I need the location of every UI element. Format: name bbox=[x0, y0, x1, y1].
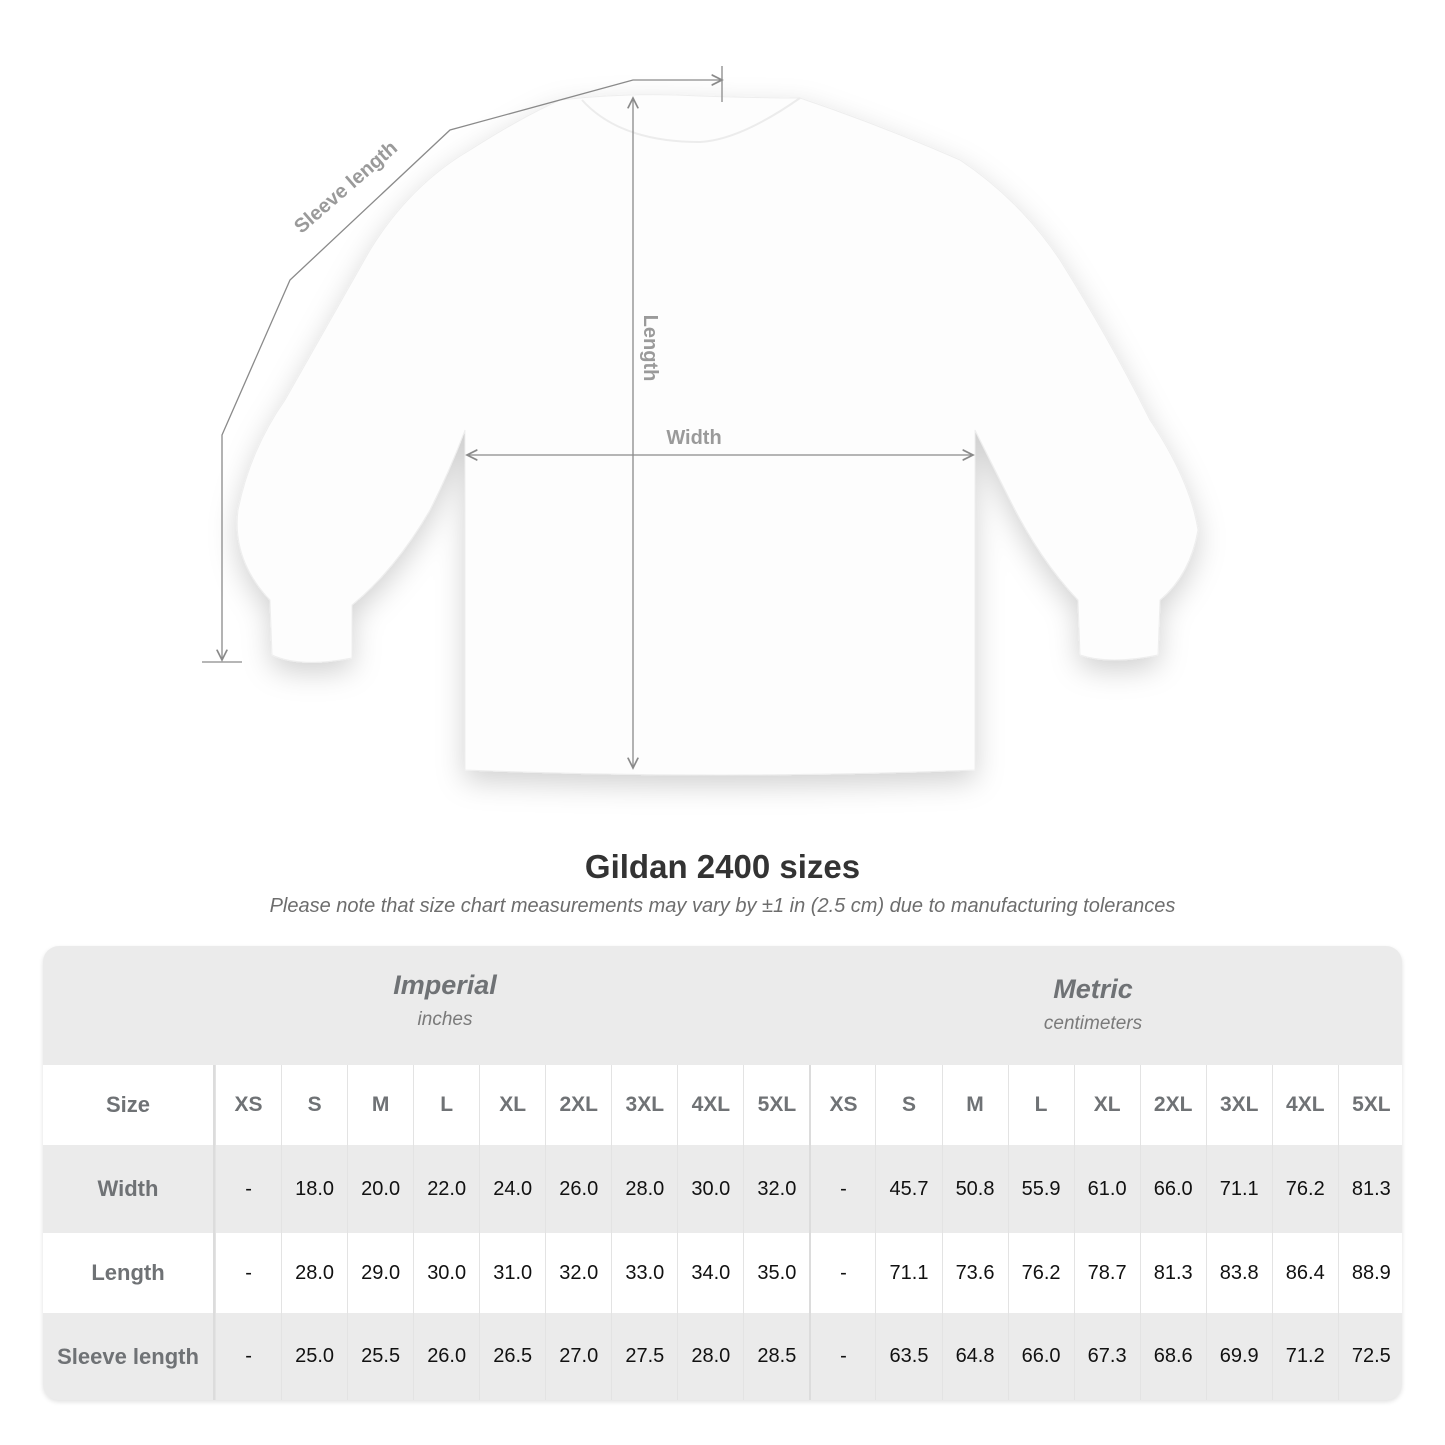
width-label: Width bbox=[666, 427, 721, 449]
imperial-value-cell: 30.0 bbox=[677, 1145, 744, 1233]
metric-size-header: S bbox=[875, 1065, 942, 1145]
imperial-value-cell: 28.0 bbox=[281, 1233, 348, 1313]
metric-value-cell: 83.8 bbox=[1205, 1233, 1272, 1313]
imperial-value-cell: 18.0 bbox=[281, 1145, 348, 1233]
imperial-value-cell: 25.5 bbox=[347, 1313, 414, 1400]
imperial-value-cell: 33.0 bbox=[611, 1233, 678, 1313]
metric-value-cell: 61.0 bbox=[1073, 1145, 1140, 1233]
imperial-value-cell: 28.5 bbox=[743, 1313, 810, 1400]
imperial-unit: inches bbox=[417, 1009, 473, 1030]
imperial-value-cell: 26.0 bbox=[545, 1145, 612, 1233]
metric-value-cell: 78.7 bbox=[1073, 1233, 1140, 1313]
metric-size-header: 4XL bbox=[1271, 1065, 1338, 1145]
metric-value-cell: - bbox=[809, 1233, 876, 1313]
metric-value-cell: 76.2 bbox=[1271, 1145, 1338, 1233]
imperial-value-cell: 30.0 bbox=[413, 1233, 480, 1313]
metric-value-cell: 71.2 bbox=[1271, 1313, 1338, 1400]
imperial-size-header: M bbox=[347, 1065, 414, 1145]
length-label: Length bbox=[639, 315, 661, 382]
metric-value-cell: 69.9 bbox=[1205, 1313, 1272, 1400]
metric-value-cell: 64.8 bbox=[941, 1313, 1008, 1400]
metric-value-cell: 55.9 bbox=[1007, 1145, 1074, 1233]
imperial-size-header: XS bbox=[215, 1065, 282, 1145]
size-grid: Size XS S M L XL 2XL 3XL 4XL 5XL XS S M L XL 2XL 3XL 4XL 5… bbox=[43, 1065, 1402, 1400]
imperial-value-cell: 20.0 bbox=[347, 1145, 414, 1233]
sleeve-length-measure-line bbox=[202, 66, 722, 663]
imperial-value-cell: 27.5 bbox=[611, 1313, 678, 1400]
imperial-value-cell: 26.0 bbox=[413, 1313, 480, 1400]
imperial-value-cell: 27.0 bbox=[545, 1313, 612, 1400]
imperial-size-header: XL bbox=[479, 1065, 546, 1145]
imperial-size-header: S bbox=[281, 1065, 348, 1145]
metric-unit: centimeters bbox=[1043, 1013, 1143, 1034]
metric-size-header: 5XL bbox=[1337, 1065, 1402, 1145]
metric-value-cell: 86.4 bbox=[1271, 1233, 1338, 1313]
imperial-value-cell: 26.5 bbox=[479, 1313, 546, 1400]
metric-value-cell: 66.0 bbox=[1007, 1313, 1074, 1400]
metric-size-header: L bbox=[1007, 1065, 1074, 1145]
imperial-header: Imperial inches bbox=[215, 970, 675, 1087]
metric-value-cell: 72.5 bbox=[1337, 1313, 1402, 1400]
metric-value-cell: 45.7 bbox=[875, 1145, 942, 1233]
imperial-value-cell: 34.0 bbox=[677, 1233, 744, 1313]
metric-value-cell: 71.1 bbox=[1205, 1145, 1272, 1233]
imperial-value-cell: 24.0 bbox=[479, 1145, 546, 1233]
imperial-value-cell: 31.0 bbox=[479, 1233, 546, 1313]
metric-title: Metric bbox=[1053, 974, 1133, 1004]
imperial-value-cell: 32.0 bbox=[545, 1233, 612, 1313]
imperial-value-cell: 29.0 bbox=[347, 1233, 414, 1313]
imperial-value-cell: - bbox=[215, 1233, 282, 1313]
metric-value-cell: 76.2 bbox=[1007, 1233, 1074, 1313]
metric-value-cell: 63.5 bbox=[875, 1313, 942, 1400]
imperial-size-header: 5XL bbox=[743, 1065, 810, 1145]
metric-value-cell: 68.6 bbox=[1139, 1313, 1206, 1400]
size-table: Imperial inches Metric centimeters Size X… bbox=[43, 946, 1402, 1400]
tolerance-note: Please note that size chart measurements… bbox=[269, 895, 1176, 917]
page-title: Gildan 2400 sizes bbox=[584, 848, 861, 885]
imperial-value-cell: 35.0 bbox=[743, 1233, 810, 1313]
imperial-value-cell: 28.0 bbox=[677, 1313, 744, 1400]
metric-value-cell: 71.1 bbox=[875, 1233, 942, 1313]
metric-value-cell: 50.8 bbox=[941, 1145, 1008, 1233]
row-label: Width bbox=[43, 1145, 215, 1233]
metric-size-header: XL bbox=[1073, 1065, 1140, 1145]
metric-size-header: 3XL bbox=[1205, 1065, 1272, 1145]
metric-value-cell: - bbox=[809, 1313, 876, 1400]
imperial-value-cell: 32.0 bbox=[743, 1145, 810, 1233]
metric-size-header: XS bbox=[809, 1065, 876, 1145]
imperial-value-cell: 28.0 bbox=[611, 1145, 678, 1233]
size-header-label: Size bbox=[43, 1065, 215, 1145]
imperial-size-header: 4XL bbox=[677, 1065, 744, 1145]
metric-size-header: M bbox=[941, 1065, 1008, 1145]
metric-value-cell: 67.3 bbox=[1073, 1313, 1140, 1400]
imperial-value-cell: 25.0 bbox=[281, 1313, 348, 1400]
row-label: Length bbox=[43, 1233, 215, 1313]
metric-header: Metric centimeters bbox=[863, 974, 1323, 1091]
metric-value-cell: 81.3 bbox=[1139, 1233, 1206, 1313]
metric-value-cell: 66.0 bbox=[1139, 1145, 1206, 1233]
metric-value-cell: 73.6 bbox=[941, 1233, 1008, 1313]
imperial-title: Imperial bbox=[393, 970, 497, 1000]
imperial-size-header: 2XL bbox=[545, 1065, 612, 1145]
imperial-value-cell: - bbox=[215, 1145, 282, 1233]
imperial-value-cell: - bbox=[215, 1313, 282, 1400]
row-label: Sleeve length bbox=[43, 1313, 215, 1400]
metric-size-header: 2XL bbox=[1139, 1065, 1206, 1145]
metric-value-cell: 88.9 bbox=[1337, 1233, 1402, 1313]
imperial-size-header: L bbox=[413, 1065, 480, 1145]
imperial-value-cell: 22.0 bbox=[413, 1145, 480, 1233]
metric-value-cell: 81.3 bbox=[1337, 1145, 1402, 1233]
metric-value-cell: - bbox=[809, 1145, 876, 1233]
sleeve-length-label: Sleeve length bbox=[290, 137, 402, 238]
imperial-size-header: 3XL bbox=[611, 1065, 678, 1145]
shirt-measurement-diagram: Sleeve length Length Width bbox=[202, 66, 1199, 776]
